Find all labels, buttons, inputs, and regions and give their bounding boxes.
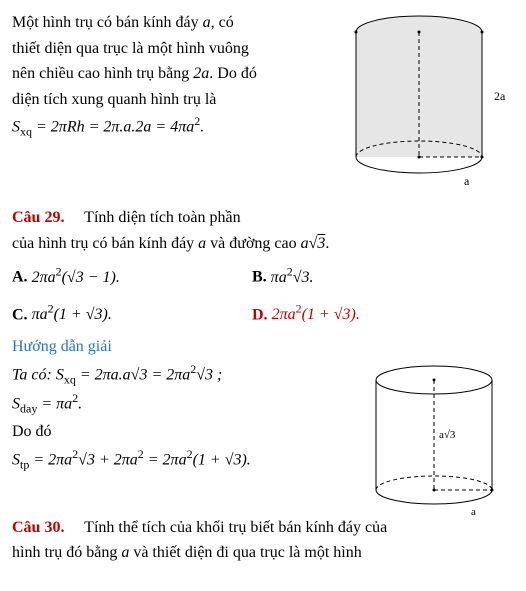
intro-l3b: . Do đó — [209, 65, 257, 82]
q29-s2v2: a — [198, 235, 206, 252]
intro-var-a: a — [203, 14, 211, 31]
q29-stem-line1: Câu 29. Tính diện tích toàn phần — [12, 205, 514, 231]
fig2-label-height: a√3 — [439, 429, 456, 441]
fig2-label-radius: a — [471, 506, 476, 518]
choice-B-val: πa2√3. — [271, 269, 314, 286]
cylinder-figure-2: a√3 a — [359, 360, 514, 529]
intro-line-2: thiết diện qua trục là một hình vuông — [12, 36, 342, 62]
intro-2a: 2a — [193, 65, 209, 82]
q30-l1: Tính thể tích của khối trụ biết bán kính… — [64, 519, 387, 536]
q29-choices: A. 2πa2(√3 − 1). B. πa2√3. C. πa2(1 + √3… — [12, 262, 514, 328]
q29-s2b2: và đường cao — [206, 235, 300, 252]
cylinder-svg-1: 2a a — [344, 10, 514, 190]
q30-number: Câu 30. — [12, 519, 64, 536]
q29-stem-line2b: của hình trụ có bán kính đáy a và đường … — [12, 231, 514, 257]
cylinder-svg-2: a√3 a — [359, 360, 514, 520]
choice-B-label: B. — [252, 269, 271, 286]
choice-C-label: C. — [12, 306, 32, 323]
choice-B: B. πa2√3. — [252, 262, 492, 290]
q30-l2a: hình trụ đó bằng — [12, 544, 121, 561]
q29-s2c2: a√3 — [301, 235, 326, 252]
choice-C: C. πa2(1 + √3). — [12, 300, 252, 328]
cylinder-figure-1: 2a a — [344, 10, 514, 199]
q29-s2d2: . — [325, 235, 329, 252]
solution-block: Ta có: Sxq = 2πa.a√3 = 2πa2√3 ; Sday = π… — [12, 360, 514, 515]
intro-l1b: , có — [211, 14, 234, 31]
intro-l3a: nên chiều cao hình trụ bằng — [12, 65, 193, 82]
choice-A: A. 2πa2(√3 − 1). — [12, 262, 252, 290]
sol-line-4: Stp = 2πa2√3 + 2πa2 = 2πa2(1 + √3). — [12, 445, 352, 475]
choice-A-label: A. — [12, 269, 32, 286]
intro-formula: Sxq = 2πRh = 2π.a.2a = 4πa2. — [12, 112, 342, 142]
intro-l1: Một hình trụ có bán kính đáy — [12, 14, 203, 31]
choice-C-val: πa2(1 + √3). — [32, 306, 112, 323]
fig1-label-radius: a — [464, 174, 470, 188]
q30-l2b: và thiết diện đi qua trục là một hình — [129, 544, 361, 561]
q29-s2a2: của hình trụ có bán kính đáy — [12, 235, 198, 252]
fig1-label-height: 2a — [494, 89, 506, 103]
intro-line-3: nên chiều cao hình trụ bằng 2a. Do đó — [12, 61, 342, 87]
sol-line-2: Sday = πa2. — [12, 389, 352, 419]
solution-text: Ta có: Sxq = 2πa.a√3 = 2πa2√3 ; Sday = π… — [12, 360, 352, 475]
sol-line-1: Ta có: Sxq = 2πa.a√3 = 2πa2√3 ; — [12, 360, 352, 390]
q29-number: Câu 29. — [12, 209, 64, 226]
q30-line2: hình trụ đó bằng a và thiết diện đi qua … — [12, 540, 514, 566]
sol-line-3: Do đó — [12, 419, 352, 445]
intro-line-1: Một hình trụ có bán kính đáy a, có — [12, 10, 342, 36]
solution-heading: Hướng dẫn giải — [12, 334, 514, 360]
choice-D-val: 2πa2(1 + √3). — [272, 306, 360, 323]
intro-line-4: diện tích xung quanh hình trụ là — [12, 87, 342, 113]
q29-stem1: Tính diện tích toàn phần — [64, 209, 240, 226]
choice-D-label: D. — [252, 306, 272, 323]
intro-block: Một hình trụ có bán kính đáy a, có thiết… — [12, 10, 514, 205]
question-29: Câu 29. Tính diện tích toàn phần của hìn… — [12, 205, 514, 231]
choice-D: D. 2πa2(1 + √3). — [252, 300, 492, 328]
choice-A-val: 2πa2(√3 − 1). — [32, 269, 120, 286]
intro-text: Một hình trụ có bán kính đáy a, có thiết… — [12, 10, 342, 142]
